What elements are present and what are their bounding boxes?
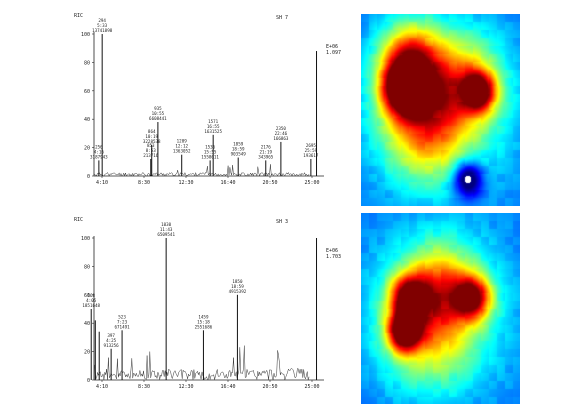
chrom0-peak-label-0-0: 256 bbox=[95, 144, 103, 149]
chrom1-xtick-label-2: 12:30 bbox=[178, 384, 193, 390]
chrom1-peak-label-7-2: 4915392 bbox=[229, 289, 247, 294]
chrom0-peak-label-11-1: 25:59 bbox=[305, 148, 318, 153]
chrom0-peak-label-1-1: 5:33 bbox=[97, 23, 108, 28]
chrom0-ytick-label-2: 40 bbox=[84, 117, 90, 123]
chrom0-ylabel: RIC bbox=[74, 13, 83, 19]
chrom0-peak-label-9-2: 343965 bbox=[258, 154, 274, 159]
chrom1-peak-label-6-1: 15:18 bbox=[197, 319, 210, 324]
chrom1-xtick-label-3: 16:40 bbox=[220, 384, 235, 390]
chrom0-peak-label-7-1: 16:55 bbox=[207, 124, 220, 129]
chrom1-ylabel: RIC bbox=[74, 217, 83, 223]
heatmap-top bbox=[361, 14, 520, 206]
heatmap-bottom bbox=[361, 213, 520, 404]
chrom0-peak-label-11-2: 193617 bbox=[303, 153, 319, 158]
chrom0-peak-label-1-2: 13741898 bbox=[92, 28, 113, 33]
chromatogram-bottom: RIC SH 3 0 20 40 60 80 100 4:10 8:30 12:30 16:40 20:… bbox=[70, 212, 342, 396]
chromatogram-top-svg: RIC SH 7 0 20 40 60 80 100 4:10 8:30 12:30 16:40 20:… bbox=[74, 13, 341, 186]
chrom0-end-annotation-0: E+06 bbox=[326, 44, 338, 50]
chrom0-xtick-label-3: 16:40 bbox=[220, 180, 235, 186]
chrom0-peak-label-5-0: 1209 bbox=[177, 139, 188, 144]
chrom1-scan-label: SH 3 bbox=[276, 219, 288, 225]
chrom0-xtick-label-2: 12:30 bbox=[178, 180, 193, 186]
heatmap-bottom-canvas bbox=[361, 213, 520, 404]
chrom0-scan-label: SH 7 bbox=[276, 15, 288, 21]
chrom1-end-annotation-1: 1.703 bbox=[326, 254, 341, 260]
chrom0-peak-label-9-1: 21:19 bbox=[259, 149, 272, 154]
chrom0-ytick-label-1: 20 bbox=[84, 146, 90, 152]
chrom0-peak-label-2-0: 853 bbox=[147, 143, 155, 148]
chrom0-xtick-label-1: 8:30 bbox=[138, 180, 150, 186]
chrom1-ytick-label-3: 60 bbox=[84, 293, 90, 299]
chrom1-peak-label-7-0: 1850 bbox=[232, 279, 243, 284]
chrom1-peak-label-3-1: 4:25 bbox=[106, 338, 117, 343]
chrom1-baseline-trace bbox=[93, 345, 310, 381]
chrom1-ytick-label-5: 100 bbox=[81, 236, 90, 242]
chrom0-baseline-trace bbox=[93, 164, 310, 177]
chrom1-ytick-label-1: 20 bbox=[84, 350, 90, 356]
chrom0-peak-label-8-0: 1859 bbox=[233, 142, 244, 147]
chrom0-peak-label-6-1: 15:55 bbox=[204, 149, 217, 154]
chrom0-ytick-label-5: 100 bbox=[81, 32, 90, 38]
chrom0-xtick-label-0: 4:10 bbox=[96, 180, 108, 186]
chrom1-peak-label-5-0: 1030 bbox=[161, 222, 172, 227]
chrom0-peak-label-3-0: 864 bbox=[148, 129, 156, 134]
chrom0-peak-label-2-1: 8:53 bbox=[146, 148, 157, 153]
chrom1-peak-label-5-2: 6509541 bbox=[157, 232, 175, 237]
chrom1-xtick-label-5: 25:00 bbox=[304, 384, 319, 390]
chrom0-peak-label-2-2: 213716 bbox=[143, 153, 159, 158]
chrom1-peak-label-6-0: 1459 bbox=[198, 314, 209, 319]
chrom1-peak-label-3-0: 397 bbox=[107, 333, 115, 338]
chrom1-peak-label-0-2: 1851648 bbox=[82, 303, 100, 308]
chrom0-peak-label-10-2: 166863 bbox=[273, 136, 289, 141]
chrom0-peak-label-3-2: 3228538 bbox=[143, 139, 161, 144]
chrom0-peak-label-0-2: 3187943 bbox=[90, 154, 108, 159]
chrom1-ytick-label-0: 0 bbox=[87, 378, 90, 384]
chrom1-peak-label-0-1: 4:05 bbox=[86, 298, 97, 303]
chrom1-xtick-label-0: 4:10 bbox=[96, 384, 108, 390]
chrom1-xtick-label-1: 8:30 bbox=[138, 384, 150, 390]
chrom1-peak-label-0-0: 168 bbox=[87, 293, 95, 298]
chrom0-peak-label-7-2: 1631525 bbox=[204, 129, 222, 134]
chrom0-peak-label-6-2: 1558611 bbox=[201, 154, 219, 159]
chrom1-peak-label-5-1: 11:43 bbox=[160, 227, 173, 232]
chrom1-peak-label-4-0: 523 bbox=[118, 314, 126, 319]
chrom0-xtick-label-5: 25:00 bbox=[304, 180, 319, 186]
chrom0-peak-label-10-0: 2350 bbox=[276, 126, 287, 131]
chrom0-ytick-label-0: 0 bbox=[87, 174, 90, 180]
chrom0-peak-label-8-1: 18:59 bbox=[232, 147, 245, 152]
heatmap-top-canvas bbox=[361, 14, 520, 206]
chrom1-xtick-label-4: 20:50 bbox=[262, 384, 277, 390]
chrom0-peak-label-4-2: 6608441 bbox=[149, 116, 167, 121]
chrom0-peak-label-7-0: 1571 bbox=[208, 119, 219, 124]
chrom0-xtick-label-4: 20:50 bbox=[262, 180, 277, 186]
chrom1-ytick-label-2: 40 bbox=[84, 321, 90, 327]
chrom0-end-annotation-1: 1.097 bbox=[326, 50, 341, 56]
chrom0-peak-label-4-1: 10:55 bbox=[152, 111, 165, 116]
chrom0-peak-label-0-1: 4:16 bbox=[94, 149, 105, 154]
chrom0-ytick-label-3: 60 bbox=[84, 89, 90, 95]
chrom1-peak-label-6-2: 2551686 bbox=[195, 324, 213, 329]
chromatogram-top: RIC SH 7 0 20 40 60 80 100 4:10 8:30 12:30 16:40 20:… bbox=[70, 8, 342, 192]
chrom1-peak-label-4-2: 671491 bbox=[115, 324, 131, 329]
chrom1-peak-label-7-1: 18:59 bbox=[231, 284, 244, 289]
chrom1-ytick-label-4: 80 bbox=[84, 264, 90, 270]
chrom0-peak-label-4-0: 935 bbox=[154, 106, 162, 111]
chrom0-peak-label-3-1: 10:19 bbox=[145, 134, 158, 139]
chrom0-ytick-label-4: 80 bbox=[84, 60, 90, 66]
chrom0-peak-label-10-1: 22:46 bbox=[275, 131, 288, 136]
chrom0-peak-label-11-0: 2695 bbox=[306, 143, 317, 148]
chrom1-end-annotation-0: E+06 bbox=[326, 248, 338, 254]
chrom0-peak-label-5-1: 12:12 bbox=[175, 144, 188, 149]
chrom0-peak-label-8-2: 903549 bbox=[231, 152, 247, 157]
chrom1-peak-label-3-2: 913256 bbox=[104, 343, 120, 348]
chrom0-peak-label-5-2: 1363052 bbox=[173, 149, 191, 154]
chrom0-peak-label-9-0: 2176 bbox=[261, 144, 272, 149]
chrom0-peak-label-1-0: 294 bbox=[98, 18, 106, 23]
chromatogram-bottom-svg: RIC SH 3 0 20 40 60 80 100 4:10 8:30 12:30 16:40 20:… bbox=[74, 217, 341, 390]
chrom0-peak-label-6-0: 1536 bbox=[205, 144, 216, 149]
chrom1-peak-label-4-1: 7:23 bbox=[117, 319, 128, 324]
